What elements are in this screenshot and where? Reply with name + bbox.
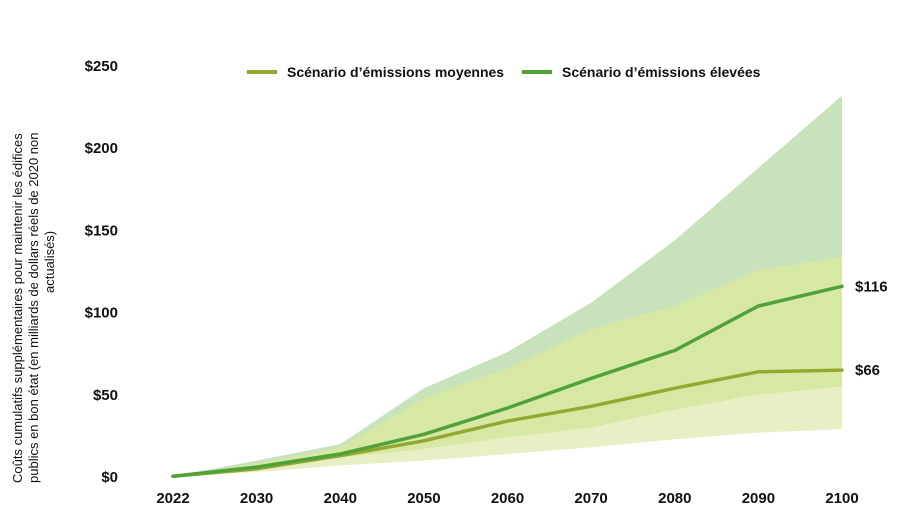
end-label-1: $116 bbox=[855, 278, 888, 295]
y-tick-label: $50 bbox=[93, 387, 118, 404]
x-tick-label: 2050 bbox=[407, 490, 440, 507]
y-axis-title-line-2: publics en bon état (en milliards de dol… bbox=[26, 133, 41, 484]
y-axis-title-line-3: actualisés) bbox=[42, 231, 57, 293]
y-axis-ticks: $0 $50 $100 $150 $200 $250 bbox=[85, 58, 118, 486]
legend-label-moyennes: Scénario d’émissions moyennes bbox=[287, 64, 504, 80]
x-tick-label: 2030 bbox=[240, 490, 273, 507]
legend-label-elevees: Scénario d’émissions élevées bbox=[562, 64, 761, 80]
x-tick-label: 2080 bbox=[658, 490, 691, 507]
end-label-0: $66 bbox=[855, 362, 880, 379]
end-labels: $66 $116 bbox=[855, 278, 888, 379]
band-1 bbox=[173, 256, 842, 477]
x-tick-label: 2040 bbox=[324, 490, 357, 507]
x-tick-label: 2070 bbox=[574, 490, 607, 507]
x-tick-label: 2060 bbox=[491, 490, 524, 507]
y-tick-label: $200 bbox=[85, 140, 118, 157]
uncertainty-bands bbox=[173, 95, 842, 477]
x-tick-label: 2090 bbox=[742, 490, 775, 507]
x-tick-label: 2022 bbox=[156, 490, 189, 507]
series-lines bbox=[171, 284, 844, 478]
y-tick-label: $150 bbox=[85, 222, 118, 239]
x-tick-label: 2100 bbox=[825, 490, 858, 507]
y-axis-title-line-1: Coûts cumulatifs supplémentaires pour ma… bbox=[10, 133, 25, 483]
x-axis-ticks: 2022 2030 2040 2050 2060 2070 2080 2090 2100 bbox=[156, 490, 858, 507]
y-axis-title: Coûts cumulatifs supplémentaires pour ma… bbox=[10, 133, 57, 484]
series-line-1 bbox=[171, 284, 844, 478]
band-2 bbox=[173, 386, 842, 477]
y-tick-label: $100 bbox=[85, 305, 118, 322]
legend: Scénario d’émissions moyennes Scénario d… bbox=[247, 64, 761, 80]
y-tick-label: $0 bbox=[101, 469, 118, 486]
y-tick-label: $250 bbox=[85, 58, 118, 75]
